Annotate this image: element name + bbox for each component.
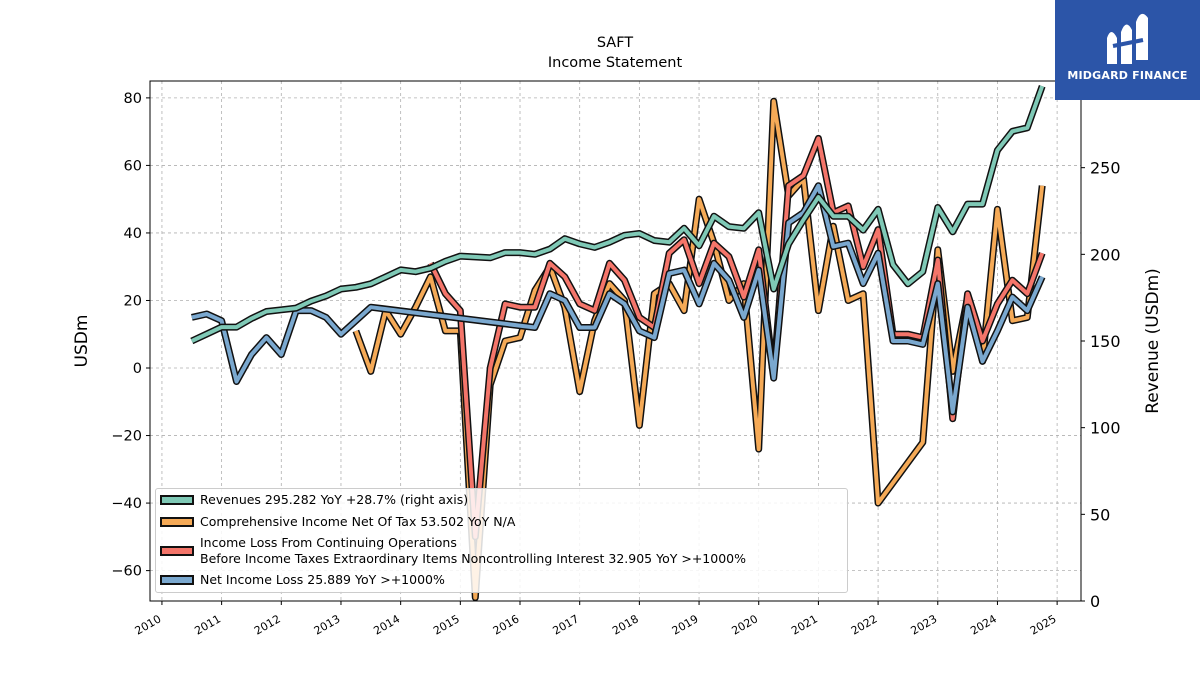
legend-label: Revenues 295.282 YoY +28.7% (right axis) <box>200 492 469 507</box>
y-tick-label: −60 <box>111 564 142 580</box>
y-tick-label: 80 <box>124 91 142 107</box>
chart-legend: Revenues 295.282 YoY +28.7% (right axis)… <box>155 488 848 593</box>
legend-item-comprehensive-income: Comprehensive Income Net Of Tax 53.502 Y… <box>160 514 515 530</box>
x-tick-label: 2020 <box>729 612 760 637</box>
legend-label: Net Income Loss 25.889 YoY >+1000% <box>200 572 445 587</box>
y-right-tick-label: 250 <box>1090 159 1121 178</box>
y-tick-label: −40 <box>111 496 142 512</box>
legend-item-revenues: Revenues 295.282 YoY +28.7% (right axis) <box>160 492 468 508</box>
brand-name: MIDGARD FINANCE <box>1067 69 1188 82</box>
x-tick-label: 2017 <box>550 612 581 637</box>
x-tick-label: 2022 <box>849 612 880 637</box>
chart-subtitle: Income Statement <box>548 55 683 71</box>
y-right-tick-label: 150 <box>1090 332 1121 351</box>
chart-title: SAFT <box>597 35 633 51</box>
x-tick-label: 2013 <box>312 612 343 637</box>
y-tick-label: 20 <box>124 293 142 309</box>
legend-swatch <box>160 575 194 585</box>
legend-item-income-continuing-ops: Income Loss From Continuing Operations B… <box>160 535 746 567</box>
series-3 <box>191 182 1046 416</box>
x-tick-label: 2023 <box>909 612 940 637</box>
x-tick-label: 2018 <box>610 612 641 637</box>
legend-label: Income Loss From Continuing Operations B… <box>200 535 746 566</box>
x-tick-label: 2010 <box>133 612 164 637</box>
y-right-tick-label: 50 <box>1090 505 1110 524</box>
x-axis: 2010 2011 2012 2013 2014 2015 2016 2017 2018 2019… <box>133 601 1059 638</box>
x-tick-label: 2019 <box>670 612 701 637</box>
x-tick-label: 2025 <box>1028 612 1059 637</box>
x-tick-label: 2015 <box>431 612 462 637</box>
y-axis-label: USDm <box>72 315 92 368</box>
legend-item-net-income: Net Income Loss 25.889 YoY >+1000% <box>160 572 445 588</box>
series-line <box>191 183 1045 414</box>
y-axis-right-label: Revenue (USDm) <box>1143 268 1163 414</box>
y-right-tick-label: 0 <box>1090 592 1100 611</box>
y-tick-label: −20 <box>111 429 142 445</box>
brand-logo: MIDGARD FINANCE <box>1055 0 1200 100</box>
y-right-tick-label: 100 <box>1090 419 1121 438</box>
series-0 <box>190 85 1046 345</box>
y-axis-left: −60 −40 −20 0 20 40 60 80 <box>111 91 150 580</box>
x-tick-label: 2024 <box>968 612 999 637</box>
y-right-tick-label: 200 <box>1090 245 1121 264</box>
y-tick-label: 60 <box>124 158 142 174</box>
legend-swatch <box>160 495 194 505</box>
x-tick-label: 2011 <box>192 612 223 637</box>
legend-label: Comprehensive Income Net Of Tax 53.502 Y… <box>200 514 516 529</box>
y-tick-label: 0 <box>133 361 142 377</box>
x-tick-label: 2014 <box>371 612 402 637</box>
series-line <box>190 85 1045 343</box>
x-tick-label: 2012 <box>252 612 283 637</box>
y-tick-label: 40 <box>124 226 142 242</box>
y-axis-right: 0 50 100 150 200 250 <box>1081 159 1121 611</box>
legend-swatch <box>160 517 194 527</box>
brand-mark-icon <box>1107 13 1148 64</box>
x-tick-label: 2016 <box>491 612 522 637</box>
legend-swatch <box>160 546 194 556</box>
x-tick-label: 2021 <box>789 612 820 637</box>
